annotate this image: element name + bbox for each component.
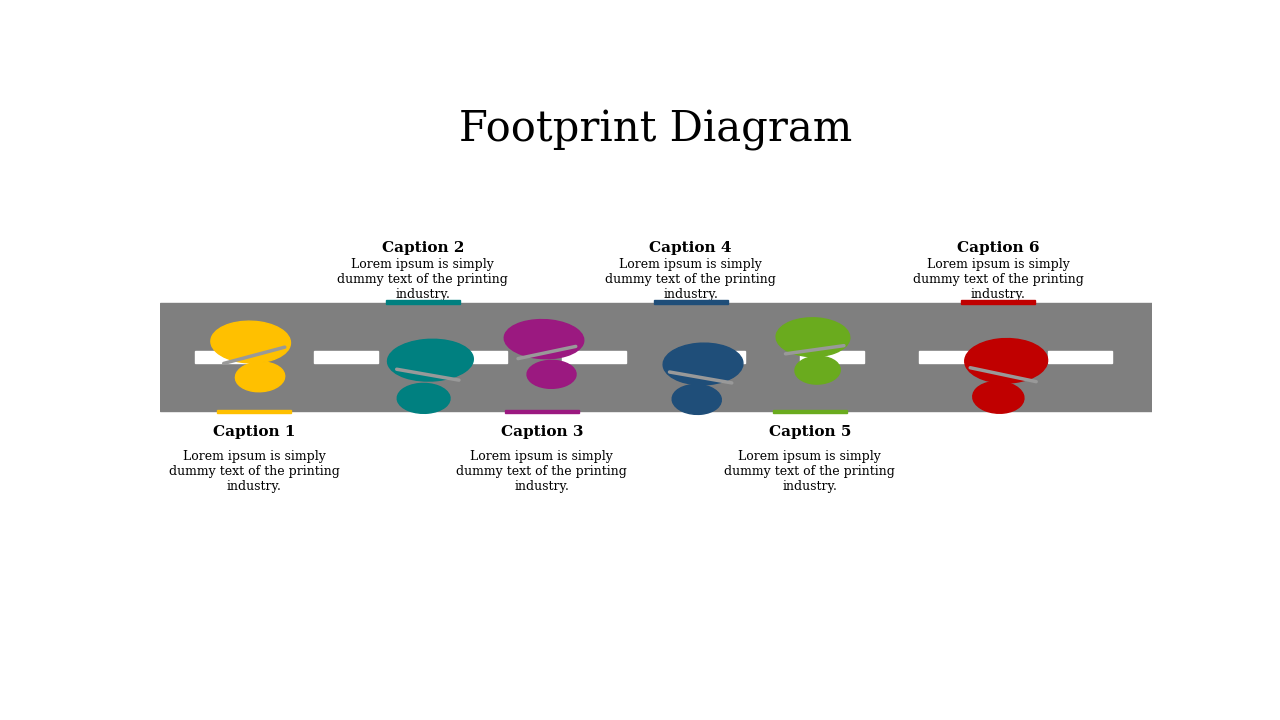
Ellipse shape [795, 356, 840, 384]
Bar [1048, 351, 1112, 363]
Bar [961, 300, 1036, 304]
Bar [504, 410, 579, 413]
Text: Lorem ipsum is simply
dummy text of the printing
industry.: Lorem ipsum is simply dummy text of the … [605, 258, 776, 301]
Text: Caption 2: Caption 2 [381, 241, 465, 256]
Bar [385, 300, 460, 304]
Bar [773, 410, 847, 413]
Text: Lorem ipsum is simply
dummy text of the printing
industry.: Lorem ipsum is simply dummy text of the … [169, 449, 339, 492]
Ellipse shape [663, 343, 742, 384]
Text: Caption 4: Caption 4 [649, 241, 732, 256]
Ellipse shape [388, 339, 474, 381]
Text: Lorem ipsum is simply
dummy text of the printing
industry.: Lorem ipsum is simply dummy text of the … [338, 258, 508, 301]
Ellipse shape [672, 384, 722, 415]
Bar [681, 351, 745, 363]
Ellipse shape [211, 321, 291, 363]
Bar [800, 351, 864, 363]
Text: Caption 3: Caption 3 [500, 425, 584, 438]
Bar [160, 302, 1152, 410]
Bar [314, 351, 379, 363]
Bar [919, 351, 983, 363]
Text: Caption 6: Caption 6 [957, 241, 1039, 256]
Bar [562, 351, 626, 363]
Bar [654, 300, 728, 304]
Text: Caption 5: Caption 5 [768, 425, 851, 438]
Text: Caption 1: Caption 1 [212, 425, 296, 438]
Ellipse shape [527, 361, 576, 388]
Bar [218, 410, 292, 413]
Text: Lorem ipsum is simply
dummy text of the printing
industry.: Lorem ipsum is simply dummy text of the … [913, 258, 1084, 301]
Ellipse shape [973, 382, 1024, 413]
Ellipse shape [965, 338, 1047, 383]
Text: Footprint Diagram: Footprint Diagram [460, 109, 852, 150]
Ellipse shape [776, 318, 850, 356]
Bar [195, 351, 259, 363]
Text: Lorem ipsum is simply
dummy text of the printing
industry.: Lorem ipsum is simply dummy text of the … [457, 449, 627, 492]
Bar [443, 351, 507, 363]
Ellipse shape [504, 320, 584, 359]
Ellipse shape [236, 362, 284, 392]
Ellipse shape [397, 384, 451, 413]
Text: Lorem ipsum is simply
dummy text of the printing
industry.: Lorem ipsum is simply dummy text of the … [724, 449, 895, 492]
